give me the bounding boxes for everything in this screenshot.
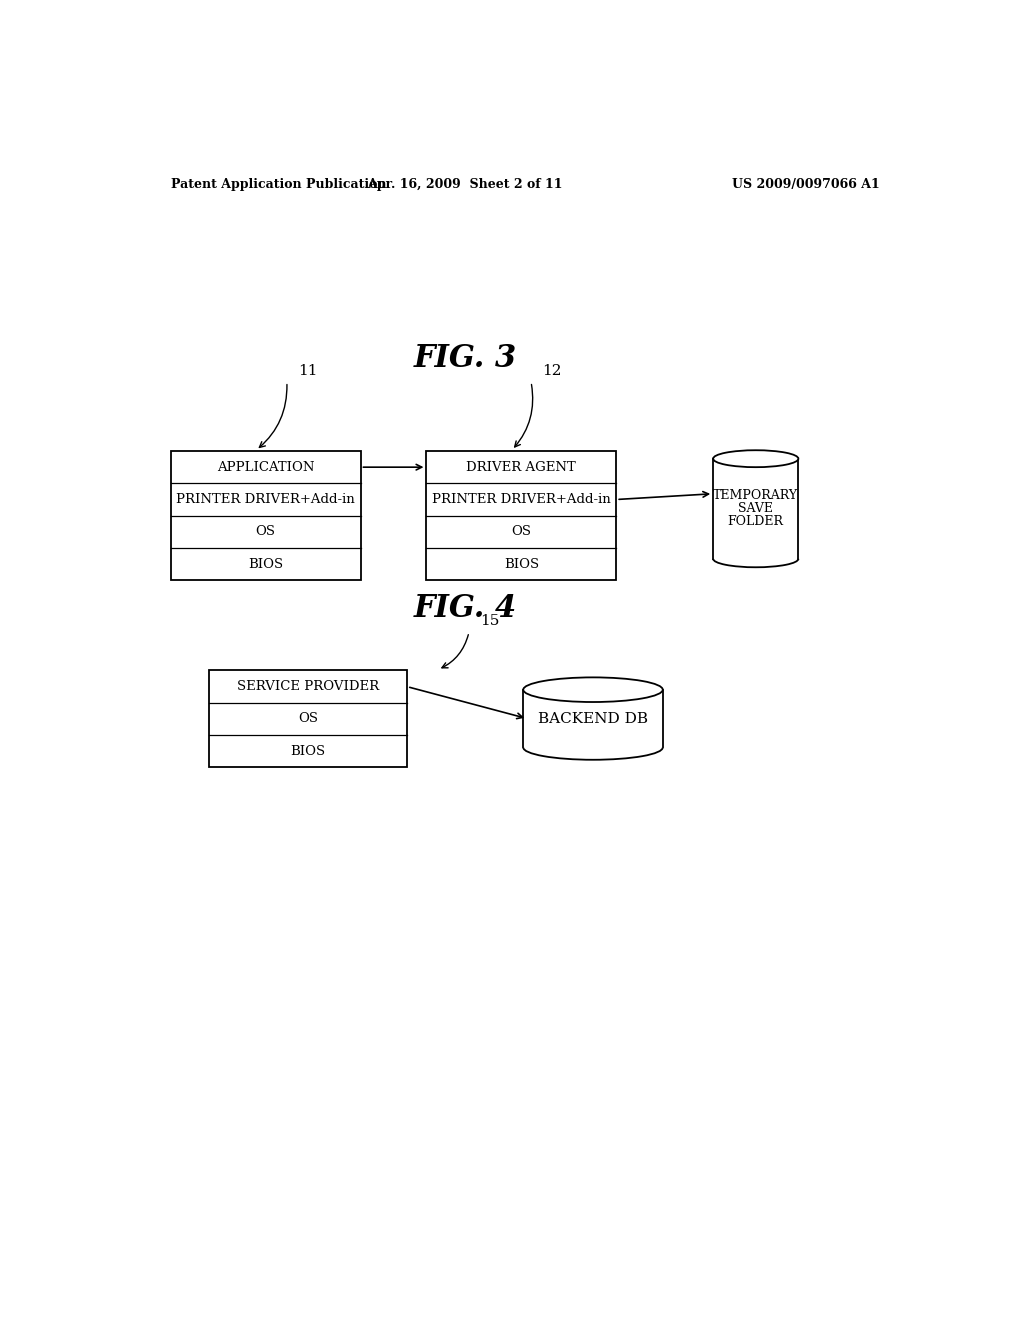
Bar [171, 451, 360, 581]
Text: OS: OS [511, 525, 531, 539]
Text: FIG. 4: FIG. 4 [414, 594, 517, 624]
Text: US 2009/0097066 A1: US 2009/0097066 A1 [732, 178, 880, 190]
Text: SAVE: SAVE [738, 502, 773, 515]
Text: BIOS: BIOS [504, 557, 539, 570]
Text: OS: OS [298, 713, 318, 726]
Text: BIOS: BIOS [248, 557, 283, 570]
Text: Patent Application Publication: Patent Application Publication [171, 178, 386, 190]
Text: SERVICE PROVIDER: SERVICE PROVIDER [238, 680, 379, 693]
Ellipse shape [523, 677, 663, 702]
Text: PRINTER DRIVER+Add-in: PRINTER DRIVER+Add-in [176, 492, 355, 506]
Text: 15: 15 [480, 614, 500, 628]
Text: BIOS: BIOS [291, 744, 326, 758]
Text: OS: OS [256, 525, 275, 539]
Text: BACKEND DB: BACKEND DB [538, 711, 648, 726]
Text: APPLICATION: APPLICATION [217, 461, 314, 474]
Ellipse shape [713, 450, 799, 467]
Text: 11: 11 [299, 364, 318, 378]
Text: TEMPORARY: TEMPORARY [713, 490, 799, 502]
Text: DRIVER AGENT: DRIVER AGENT [467, 461, 577, 474]
Text: PRINTER DRIVER+Add-in: PRINTER DRIVER+Add-in [432, 492, 610, 506]
Text: 12: 12 [543, 364, 562, 378]
Bar [209, 671, 407, 767]
Text: FIG. 3: FIG. 3 [414, 343, 517, 374]
Text: FOLDER: FOLDER [728, 515, 783, 528]
Bar [426, 451, 616, 581]
Text: Apr. 16, 2009  Sheet 2 of 11: Apr. 16, 2009 Sheet 2 of 11 [368, 178, 563, 190]
